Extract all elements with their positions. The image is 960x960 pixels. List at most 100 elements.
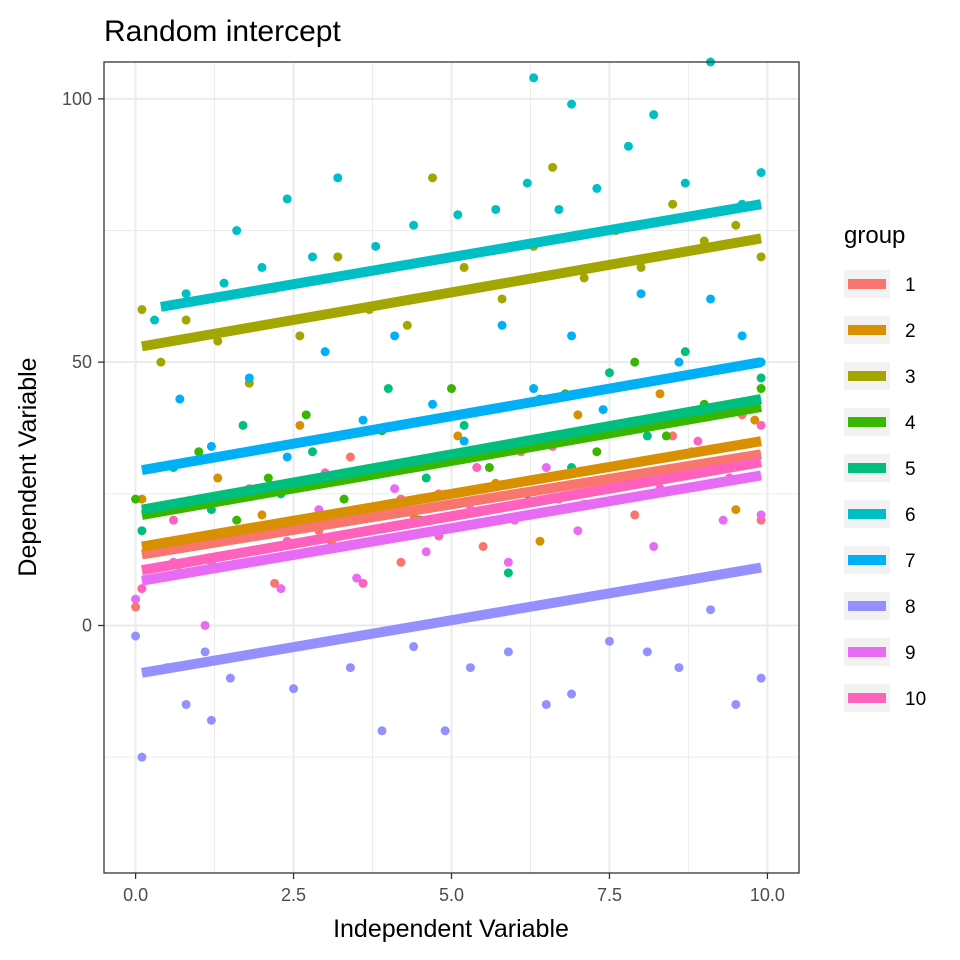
data-point (503, 557, 513, 567)
data-point (257, 510, 267, 520)
data-point (428, 399, 438, 409)
data-point (649, 541, 659, 551)
y-tick-label: 100 (62, 89, 92, 109)
legend-label: 3 (905, 367, 916, 388)
data-point (478, 541, 488, 551)
data-point (668, 199, 678, 209)
data-point (756, 384, 766, 394)
fit-line (141, 233, 762, 352)
data-point (756, 168, 766, 178)
y-axis: 0 50 100 (62, 89, 104, 635)
data-point (491, 204, 501, 214)
data-point (276, 584, 286, 594)
legend-label: 8 (905, 597, 916, 618)
data-point (459, 436, 469, 446)
fit-line (141, 562, 762, 678)
data-point (668, 431, 678, 441)
data-point (295, 331, 305, 341)
data-point (503, 647, 513, 657)
data-point (573, 410, 583, 420)
data-point (642, 647, 652, 657)
data-point (156, 357, 166, 367)
data-point (358, 415, 368, 425)
x-axis-title: Independent Variable (333, 915, 569, 943)
data-point (345, 663, 355, 673)
data-point (756, 420, 766, 430)
data-point (131, 594, 141, 604)
legend-label: 9 (905, 643, 916, 664)
data-point (238, 420, 248, 430)
data-point (623, 141, 633, 151)
data-point (529, 73, 539, 83)
data-point (402, 320, 412, 330)
legend-label: 2 (905, 321, 916, 342)
data-point (674, 663, 684, 673)
fit-line (141, 357, 762, 476)
y-tick-label: 0 (82, 615, 92, 635)
x-tick-label: 2.5 (281, 885, 306, 905)
data-point (535, 536, 545, 546)
data-point (592, 447, 602, 457)
fit-lines (141, 199, 762, 678)
data-point (636, 262, 646, 272)
data-point (731, 505, 741, 515)
data-point (680, 347, 690, 357)
data-point (358, 578, 368, 588)
fit-line (141, 457, 762, 576)
x-axis: 0.0 2.5 5.0 7.5 10.0 (123, 873, 785, 905)
legend: group 1 2 3 4 5 6 7 8 9 10 (844, 222, 926, 712)
data-point (567, 689, 577, 699)
y-axis-title: Dependent Variable (14, 357, 42, 576)
data-point (169, 515, 178, 525)
data-point (750, 415, 760, 425)
data-point (137, 494, 147, 504)
data-point (484, 463, 494, 472)
data-point (756, 373, 766, 383)
data-point (257, 262, 267, 272)
data-point (333, 252, 343, 262)
data-point (213, 473, 223, 483)
data-point (206, 441, 216, 451)
data-point (181, 289, 191, 299)
data-point (263, 473, 273, 483)
data-point (731, 699, 741, 709)
data-point (598, 405, 608, 415)
data-point (200, 620, 210, 630)
data-point (693, 436, 703, 446)
data-point (567, 331, 577, 341)
fit-line (141, 470, 762, 586)
data-point (579, 273, 589, 283)
data-point (497, 320, 507, 330)
data-point (421, 473, 431, 483)
data-point (604, 368, 614, 378)
data-point (390, 484, 400, 494)
data-point (383, 384, 393, 394)
data-point (137, 752, 147, 762)
legend-label: 4 (905, 413, 916, 434)
data-point (131, 631, 141, 641)
data-point (573, 526, 583, 536)
fit-line (141, 402, 762, 520)
data-point (194, 447, 204, 457)
data-point (541, 699, 551, 709)
data-point (289, 684, 299, 694)
data-point (465, 663, 475, 673)
data-point (731, 220, 741, 230)
data-point (756, 252, 766, 262)
legend-label: 5 (905, 459, 916, 480)
data-point (270, 578, 280, 588)
data-point (592, 183, 602, 193)
data-point (472, 463, 482, 472)
data-point (548, 162, 558, 172)
data-point (181, 699, 191, 709)
data-point (150, 315, 160, 325)
data-point (459, 262, 469, 272)
data-point (554, 204, 564, 214)
legend-label: 6 (905, 505, 916, 526)
data-point (213, 336, 223, 346)
data-point (232, 226, 242, 236)
fit-line (141, 436, 762, 552)
data-point (497, 294, 507, 304)
fit-line (160, 199, 762, 312)
